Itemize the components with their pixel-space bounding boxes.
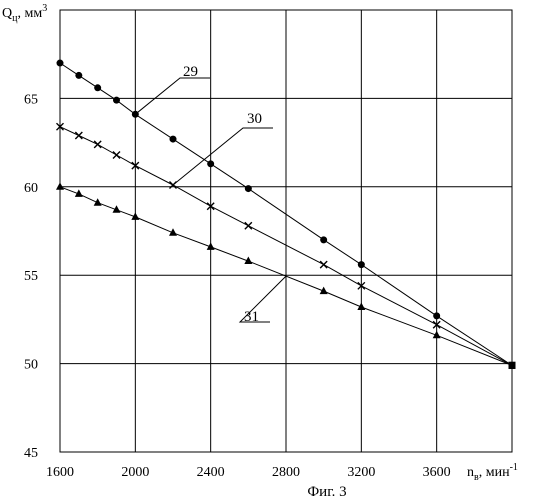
data-point-circle <box>358 261 365 268</box>
data-point-circle <box>57 60 64 67</box>
data-point-circle <box>320 236 327 243</box>
x-tick-label: 1600 <box>46 465 74 480</box>
y-tick-label: 60 <box>24 181 38 196</box>
data-point-cross <box>94 141 101 148</box>
x-tick-label: 3200 <box>347 465 375 480</box>
data-point-cross <box>113 151 120 158</box>
y-tick-label: 65 <box>24 92 38 107</box>
callout-label-31: 31 <box>244 309 259 325</box>
x-axis-title: nв, мин-1 <box>467 462 518 483</box>
x-axis-symbol: n <box>467 465 474 480</box>
tick-labels: 1600 2000 2400 2800 3200 3600 45 50 55 60 65 <box>24 92 451 480</box>
data-point-circle <box>207 160 214 167</box>
y-axis-unit-exponent: 3 <box>42 3 47 14</box>
data-point-circle <box>170 136 177 143</box>
data-point-cross <box>75 132 82 139</box>
x-tick-label: 2000 <box>121 465 149 480</box>
callout-leader-29 <box>135 78 210 114</box>
y-axis-symbol: Q <box>2 6 12 21</box>
data-point-circle <box>94 84 101 91</box>
x-axis-unit: , мин <box>479 465 510 480</box>
x-tick-label: 2800 <box>272 465 300 480</box>
data-point-triangle <box>94 198 102 206</box>
x-tick-label: 3600 <box>423 465 451 480</box>
x-axis-unit-exponent: -1 <box>510 462 518 473</box>
data-point-triangle <box>56 182 64 190</box>
callout-label-29: 29 <box>183 64 198 80</box>
x-tick-label: 2400 <box>197 465 225 480</box>
data-point-circle <box>433 312 440 319</box>
data-point-cross <box>320 261 327 268</box>
data-point-cross <box>245 222 252 229</box>
endpoint-marker <box>509 362 516 369</box>
y-tick-label: 55 <box>24 269 38 284</box>
figure-caption: Фиг. 3 <box>307 484 346 500</box>
callout-label-30: 30 <box>247 111 262 127</box>
data-point-circle <box>113 97 120 104</box>
y-tick-label: 50 <box>24 358 38 373</box>
y-tick-label: 45 <box>24 446 38 461</box>
y-axis-title: Qц, мм3 <box>2 3 47 24</box>
grid <box>60 10 512 452</box>
y-axis-unit: , мм <box>17 6 42 21</box>
data-point-circle <box>75 72 82 79</box>
callout-leader-30 <box>173 128 273 185</box>
data-point-circle <box>245 185 252 192</box>
